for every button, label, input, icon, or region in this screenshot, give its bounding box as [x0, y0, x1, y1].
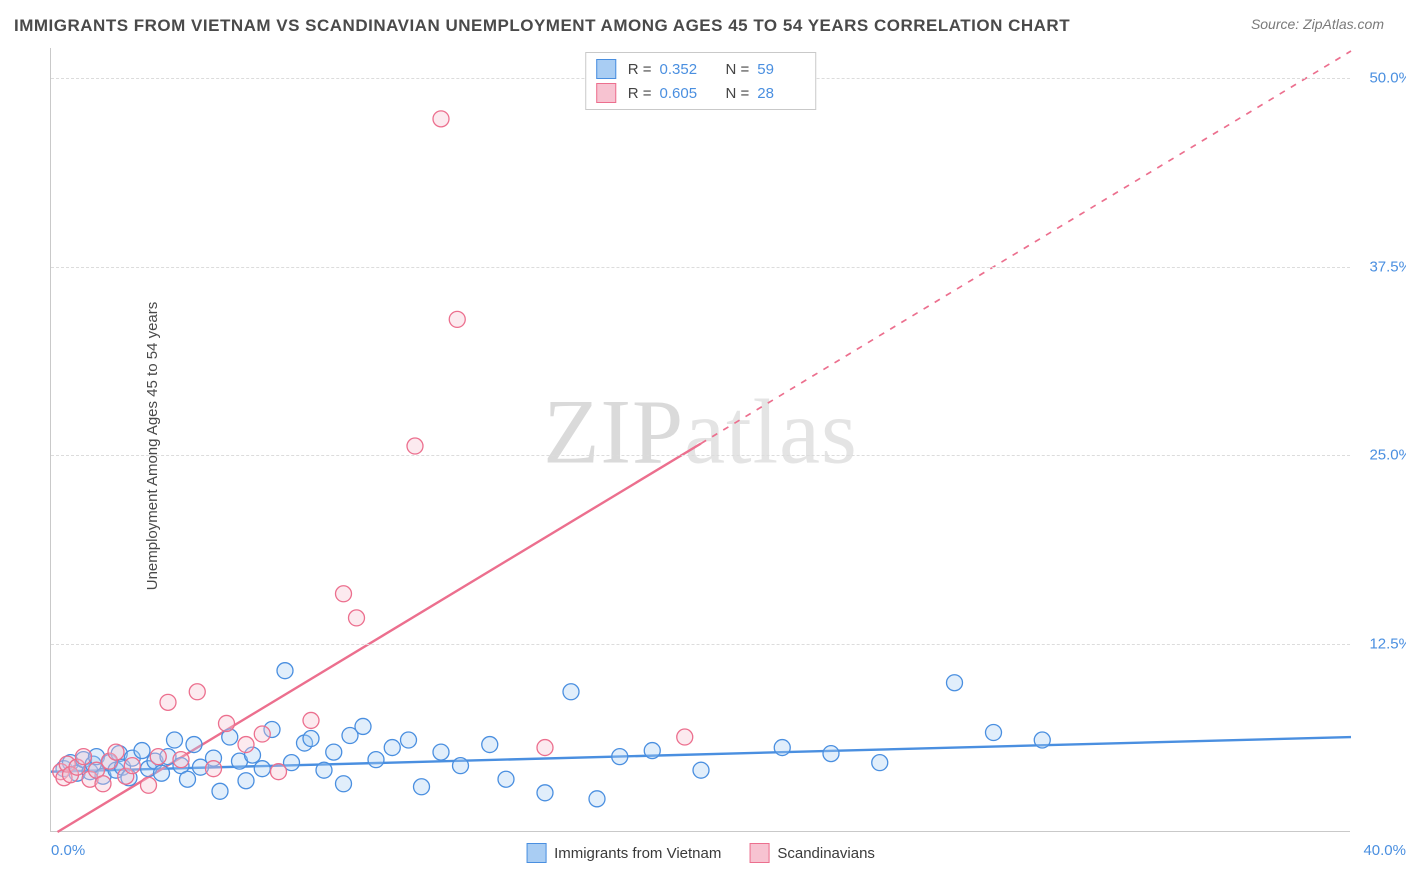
r-label: R = [628, 85, 652, 102]
source-attribution: Source: ZipAtlas.com [1251, 16, 1384, 32]
y-tick-label: 50.0% [1356, 70, 1406, 87]
data-point-scandinavian [238, 737, 254, 753]
x-axis-min-label: 0.0% [51, 842, 85, 859]
data-point-scandinavian [407, 438, 423, 454]
data-point-vietnam [368, 752, 384, 768]
data-point-scandinavian [537, 740, 553, 756]
data-point-vietnam [537, 785, 553, 801]
n-label: N = [726, 85, 750, 102]
data-point-vietnam [644, 743, 660, 759]
swatch-scandinavian [596, 83, 616, 103]
data-point-scandinavian [150, 749, 166, 765]
data-point-vietnam [326, 744, 342, 760]
data-point-vietnam [589, 791, 605, 807]
data-point-vietnam [612, 749, 628, 765]
data-point-scandinavian [76, 749, 92, 765]
data-point-scandinavian [336, 586, 352, 602]
data-point-vietnam [482, 737, 498, 753]
chart-container: IMMIGRANTS FROM VIETNAM VS SCANDINAVIAN … [0, 0, 1406, 892]
gridline [51, 455, 1350, 456]
swatch-vietnam [526, 843, 546, 863]
data-point-scandinavian [141, 777, 157, 793]
swatch-vietnam [596, 59, 616, 79]
gridline [51, 644, 1350, 645]
data-point-vietnam [355, 718, 371, 734]
data-point-vietnam [384, 740, 400, 756]
data-point-vietnam [167, 732, 183, 748]
data-point-vietnam [401, 732, 417, 748]
r-value-scandinavian: 0.605 [660, 85, 708, 102]
data-point-vietnam [986, 724, 1002, 740]
y-tick-label: 37.5% [1356, 258, 1406, 275]
data-point-scandinavian [449, 311, 465, 327]
swatch-scandinavian [749, 843, 769, 863]
data-point-scandinavian [349, 610, 365, 626]
data-point-scandinavian [160, 694, 176, 710]
legend-row-vietnam: R = 0.352 N = 59 [596, 57, 806, 81]
data-point-vietnam [303, 731, 319, 747]
data-point-scandinavian [206, 761, 222, 777]
r-label: R = [628, 61, 652, 78]
plot-svg [51, 48, 1350, 831]
series-legend: Immigrants from Vietnam Scandinavians [526, 843, 875, 863]
data-point-vietnam [336, 776, 352, 792]
data-point-vietnam [498, 771, 514, 787]
data-point-vietnam [1034, 732, 1050, 748]
n-label: N = [726, 61, 750, 78]
data-point-scandinavian [254, 726, 270, 742]
data-point-vietnam [277, 663, 293, 679]
legend-label-vietnam: Immigrants from Vietnam [554, 845, 721, 862]
plot-area: ZIPatlas R = 0.352 N = 59 R = 0.605 N = … [50, 48, 1350, 832]
data-point-scandinavian [303, 712, 319, 728]
data-point-vietnam [212, 783, 228, 799]
data-point-vietnam [254, 761, 270, 777]
data-point-vietnam [872, 755, 888, 771]
n-value-vietnam: 59 [757, 61, 805, 78]
data-point-scandinavian [271, 764, 287, 780]
y-tick-label: 12.5% [1356, 635, 1406, 652]
data-point-scandinavian [124, 758, 140, 774]
data-point-vietnam [134, 743, 150, 759]
correlation-legend: R = 0.352 N = 59 R = 0.605 N = 28 [585, 52, 817, 110]
data-point-vietnam [453, 758, 469, 774]
legend-item-vietnam: Immigrants from Vietnam [526, 843, 721, 863]
data-point-scandinavian [219, 715, 235, 731]
data-point-vietnam [238, 773, 254, 789]
y-tick-label: 25.0% [1356, 447, 1406, 464]
data-point-scandinavian [189, 684, 205, 700]
chart-title: IMMIGRANTS FROM VIETNAM VS SCANDINAVIAN … [14, 16, 1070, 36]
data-point-vietnam [186, 737, 202, 753]
data-point-vietnam [316, 762, 332, 778]
legend-row-scandinavian: R = 0.605 N = 28 [596, 81, 806, 105]
n-value-scandinavian: 28 [757, 85, 805, 102]
data-point-vietnam [947, 675, 963, 691]
data-point-scandinavian [173, 752, 189, 768]
data-point-vietnam [774, 740, 790, 756]
data-point-vietnam [414, 779, 430, 795]
data-point-scandinavian [677, 729, 693, 745]
data-point-scandinavian [433, 111, 449, 127]
data-point-vietnam [154, 765, 170, 781]
data-point-vietnam [433, 744, 449, 760]
data-point-scandinavian [95, 776, 111, 792]
data-point-vietnam [563, 684, 579, 700]
x-axis-max-label: 40.0% [1363, 842, 1406, 859]
data-point-vietnam [180, 771, 196, 787]
legend-item-scandinavian: Scandinavians [749, 843, 875, 863]
data-point-scandinavian [108, 744, 124, 760]
data-point-vietnam [823, 746, 839, 762]
data-point-vietnam [693, 762, 709, 778]
r-value-vietnam: 0.352 [660, 61, 708, 78]
gridline [51, 267, 1350, 268]
legend-label-scandinavian: Scandinavians [777, 845, 875, 862]
